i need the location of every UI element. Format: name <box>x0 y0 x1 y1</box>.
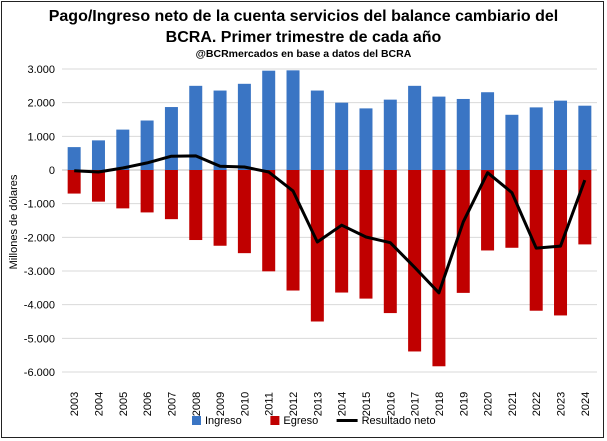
bar-egreso <box>529 170 543 311</box>
chart-title: Pago/Ingreso neto de la cuenta servicios… <box>0 6 607 48</box>
y-axis: 3.000 2.000 1.000 0 -1.000 -2.000 -3.000 -4.000… <box>24 64 55 379</box>
legend-label: Resultado neto <box>362 415 436 427</box>
bar-ingreso <box>432 96 446 170</box>
bar-egreso <box>189 170 203 241</box>
x-tick-label: 2019 <box>458 392 470 416</box>
bar-ingreso <box>116 129 130 170</box>
bar-ingreso <box>237 83 251 170</box>
bar-egreso <box>481 170 495 251</box>
x-tick-label: 2010 <box>239 392 251 416</box>
y-tick-label: -2.000 <box>24 232 55 244</box>
bar-ingreso <box>383 99 397 170</box>
chart-title-line-2: BCRA. Primer trimestre de cada año <box>165 29 442 46</box>
x-tick-label: 2018 <box>434 392 446 416</box>
bar-ingreso <box>335 102 349 170</box>
x-tick-label: 2005 <box>118 392 130 416</box>
bar-ingreso <box>554 100 568 170</box>
legend-label: Egreso <box>283 415 318 427</box>
x-tick-label: 2007 <box>166 392 178 416</box>
bar-egreso <box>91 170 105 202</box>
bar-ingreso <box>359 108 373 170</box>
x-tick-label: 2006 <box>142 392 154 416</box>
bar-ingreso <box>67 147 81 170</box>
x-tick-label: 2009 <box>215 392 227 416</box>
bar-egreso <box>310 170 324 322</box>
x-tick-label: 2022 <box>531 392 543 416</box>
bar-egreso <box>213 170 227 246</box>
bar-egreso <box>505 170 519 248</box>
bar-egreso <box>335 170 349 293</box>
bar-ingreso <box>91 140 105 170</box>
x-tick-label: 2004 <box>93 392 105 416</box>
x-tick-label: 2020 <box>483 392 495 416</box>
x-tick-label: 2008 <box>191 392 203 416</box>
x-tick-label: 2021 <box>507 392 519 416</box>
x-tick-label: 2024 <box>580 392 592 416</box>
bar-egreso <box>237 170 251 254</box>
y-axis-label: Millones de dólares <box>8 174 20 269</box>
bar-ingreso <box>529 107 543 170</box>
bars <box>67 70 592 367</box>
legend-swatch <box>192 416 201 425</box>
x-tick-label: 2012 <box>288 392 300 416</box>
x-tick-label: 2016 <box>385 392 397 416</box>
bar-ingreso <box>505 114 519 170</box>
x-tick-label: 2011 <box>264 392 276 416</box>
line-resultado-neto <box>74 154 587 295</box>
bar-ingreso <box>408 85 422 170</box>
x-tick-label: 2023 <box>556 392 568 416</box>
bar-egreso <box>456 170 470 293</box>
bar-egreso <box>116 170 130 209</box>
legend: Ingreso Egreso Resultado neto <box>192 415 436 427</box>
bar-egreso <box>408 170 422 352</box>
x-tick-label: 2013 <box>312 392 324 416</box>
bar-ingreso <box>262 70 276 170</box>
chart-title-line-1: Pago/Ingreso neto de la cuenta servicios… <box>48 8 559 25</box>
bar-egreso <box>164 170 178 220</box>
bar-ingreso <box>578 105 592 170</box>
bar-ingreso <box>213 90 227 170</box>
bar-egreso <box>359 170 373 299</box>
y-tick-label: 2.000 <box>27 98 55 110</box>
legend-label: Ingreso <box>205 415 242 427</box>
y-tick-label: -3.000 <box>24 266 55 278</box>
y-tick-label: -5.000 <box>24 333 55 345</box>
y-tick-label: -6.000 <box>24 367 55 379</box>
legend-swatch <box>270 416 280 425</box>
y-tick-label: 3.000 <box>27 64 55 76</box>
bar-ingreso <box>286 70 300 170</box>
x-axis: 2003 2004 2005 2006 2007 2008 2009 2010 2011 2012… <box>69 392 592 416</box>
net-result-line <box>74 154 587 295</box>
y-tick-label: -4.000 <box>24 300 55 312</box>
y-tick-label: 0 <box>49 165 55 177</box>
bar-ingreso <box>456 98 470 170</box>
bar-egreso <box>432 170 446 367</box>
bar-egreso <box>140 170 154 213</box>
bar-egreso <box>67 170 81 194</box>
bar-ingreso <box>164 107 178 170</box>
y-tick-label: 1.000 <box>27 131 55 143</box>
x-tick-label: 2017 <box>410 392 422 416</box>
bar-egreso <box>262 170 276 272</box>
bar-ingreso <box>481 92 495 170</box>
bar-ingreso <box>140 120 154 170</box>
x-tick-label: 2014 <box>337 392 349 416</box>
bar-ingreso <box>310 90 324 170</box>
x-tick-label: 2015 <box>361 392 373 416</box>
x-tick-label: 2003 <box>69 392 81 416</box>
bar-ingreso <box>189 85 203 170</box>
y-tick-label: -1.000 <box>24 199 55 211</box>
chart-subtitle: @BCRmercados en base a datos del BCRA <box>195 48 412 60</box>
